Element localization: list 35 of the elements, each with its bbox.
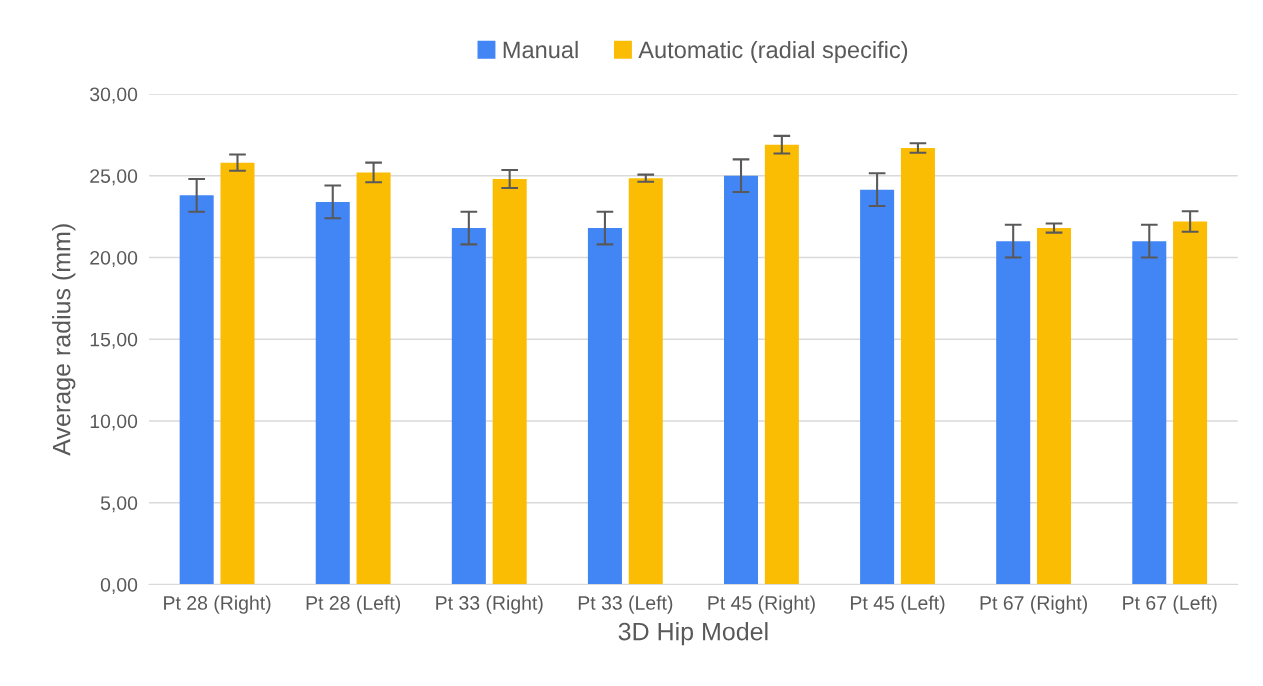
x-tick-label: Pt 67 (Right) bbox=[980, 595, 1087, 614]
y-axis-title: Average radius (mm) bbox=[52, 224, 76, 456]
bar bbox=[356, 172, 391, 585]
x-tick-label: Pt 45 (Left) bbox=[851, 595, 945, 614]
x-tick-label: Pt 33 (Right) bbox=[436, 595, 543, 614]
x-tick-label: Pt 28 (Left) bbox=[306, 595, 401, 614]
bar bbox=[996, 241, 1031, 585]
bar bbox=[764, 144, 799, 585]
bar bbox=[628, 178, 663, 585]
x-tick-label: Pt 45 (Right) bbox=[708, 595, 815, 614]
legend-label: Automatic (radial specific) bbox=[638, 40, 908, 63]
y-tick-label: 10,00 bbox=[90, 414, 138, 431]
bar bbox=[724, 175, 759, 585]
bar bbox=[587, 228, 622, 585]
bar bbox=[315, 201, 350, 585]
y-tick-label: 0,00 bbox=[100, 577, 138, 595]
bar bbox=[492, 179, 527, 585]
x-tick-label: Pt 67 (Left) bbox=[1123, 595, 1217, 614]
y-tick-label: 30,00 bbox=[90, 87, 138, 104]
bar bbox=[451, 228, 486, 585]
y-tick-label: 15,00 bbox=[90, 332, 138, 349]
y-tick-label: 20,00 bbox=[90, 250, 138, 268]
bar bbox=[220, 162, 255, 585]
legend-label: Manual bbox=[503, 40, 578, 59]
y-tick-label: 5,00 bbox=[100, 496, 138, 513]
bar bbox=[1037, 228, 1072, 585]
bar bbox=[860, 189, 895, 585]
bar bbox=[900, 147, 935, 585]
bar bbox=[179, 195, 214, 585]
x-axis-title: 3D Hip Model bbox=[618, 622, 768, 646]
bar bbox=[1132, 241, 1167, 585]
y-tick-label: 25,00 bbox=[90, 169, 138, 186]
x-tick-label: Pt 33 (Left) bbox=[578, 595, 673, 614]
x-tick-label: Pt 28 (Right) bbox=[164, 595, 271, 614]
bar bbox=[1173, 221, 1208, 585]
